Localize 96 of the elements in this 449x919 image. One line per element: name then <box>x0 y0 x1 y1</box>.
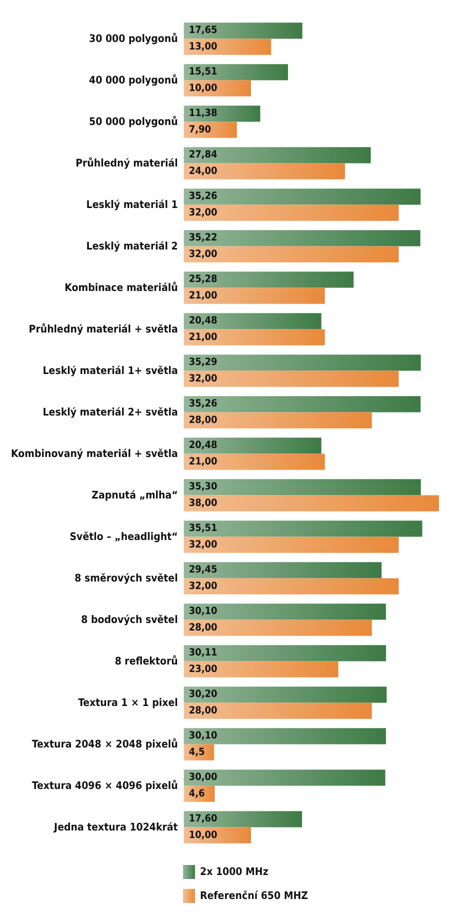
bar <box>184 520 422 537</box>
bar <box>184 147 371 164</box>
data-label: 4,5 <box>188 746 205 758</box>
data-label: 7,90 <box>188 124 212 136</box>
bar <box>184 163 345 180</box>
y-tick-label: Zapnutá „mlha“ <box>92 489 178 502</box>
data-label: 30,00 <box>188 772 218 784</box>
bar <box>184 578 399 594</box>
data-label: 13,00 <box>188 41 218 52</box>
data-label: 29,45 <box>188 564 218 576</box>
data-label: 24,00 <box>188 166 218 177</box>
data-label: 15,51 <box>188 66 218 78</box>
bar <box>184 246 399 262</box>
data-label: 32,00 <box>188 580 218 592</box>
data-label: 11,38 <box>188 108 218 120</box>
y-tick-label: Průhledný materiál + světla <box>28 322 178 336</box>
data-label: 21,00 <box>188 290 218 302</box>
bar <box>184 562 382 578</box>
data-label: 38,00 <box>188 498 218 509</box>
data-label: 28,00 <box>188 622 218 634</box>
data-label: 20,48 <box>188 316 218 327</box>
data-label: 32,00 <box>188 373 218 384</box>
bar <box>184 370 399 387</box>
y-tick-label: Kombinovaný materiál + světla <box>10 448 178 460</box>
data-label: 30,10 <box>188 606 218 618</box>
bar <box>184 272 354 288</box>
y-tick-label: 8 směrových světel <box>74 572 178 584</box>
bar <box>184 230 420 246</box>
data-label: 28,00 <box>188 705 218 716</box>
y-tick-label: Lesklý materiál 1 <box>86 198 178 211</box>
data-label: 28,00 <box>188 414 218 426</box>
y-tick-label: Jedna textura 1024krát <box>53 821 178 834</box>
y-tick-label: Textura 4096 × 4096 pixelů <box>32 778 178 792</box>
y-tick-label: Lesklý materiál 2+ světla <box>42 406 178 418</box>
y-tick-label: 40 000 polygonů <box>89 73 178 86</box>
bar <box>184 412 372 428</box>
data-label: 30,10 <box>188 730 218 742</box>
bar <box>184 438 322 454</box>
bar <box>184 22 302 39</box>
bar <box>184 288 325 304</box>
y-tick-label: Textura 1 × 1 pixel <box>78 696 178 709</box>
data-label: 32,00 <box>188 248 218 260</box>
bar <box>184 661 338 678</box>
data-label: 35,51 <box>188 523 218 534</box>
data-label: 20,48 <box>188 440 218 452</box>
data-label: 17,60 <box>188 814 218 825</box>
data-label: 35,29 <box>188 357 218 368</box>
bar <box>184 620 372 636</box>
y-tick-label: Průhledný materiál <box>76 156 178 170</box>
data-label: 35,26 <box>188 398 218 410</box>
data-label: 17,65 <box>188 25 218 36</box>
bar <box>184 204 399 221</box>
y-tick-label: Textura 2048 × 2048 pixelů <box>32 737 178 750</box>
legend-label: Referenční 650 MHZ <box>200 890 308 902</box>
data-label: 21,00 <box>188 456 218 468</box>
y-tick-label: 8 bodových světel <box>81 614 178 626</box>
data-label: 10,00 <box>188 82 218 94</box>
data-label: 25,28 <box>188 274 218 286</box>
bar <box>184 495 439 512</box>
bar <box>184 770 386 786</box>
legend-label: 2x 1000 MHz <box>200 866 269 878</box>
data-label: 35,22 <box>188 232 218 244</box>
data-label: 4,6 <box>188 788 205 800</box>
y-tick-label: Lesklý materiál 2 <box>86 240 178 252</box>
data-label: 21,00 <box>188 332 218 343</box>
bar <box>184 811 302 828</box>
bar <box>184 454 325 470</box>
bar <box>184 313 322 330</box>
y-tick-label: Kombinace materiálů <box>64 280 178 294</box>
data-label: 35,26 <box>188 191 218 202</box>
data-label: 32,00 <box>188 207 218 218</box>
y-tick-label: Světlo – „headlight“ <box>70 530 178 543</box>
bar <box>184 479 421 496</box>
bar <box>184 536 399 553</box>
y-tick-label: 30 000 polygonů <box>89 32 178 45</box>
data-label: 32,00 <box>188 539 218 550</box>
bar <box>184 106 260 122</box>
data-label: 23,00 <box>188 664 218 675</box>
data-label: 10,00 <box>188 830 218 841</box>
data-label: 35,30 <box>188 482 218 493</box>
bar <box>184 354 421 371</box>
y-tick-label: 8 reflektorů <box>114 654 178 668</box>
bar <box>184 686 387 703</box>
bar <box>184 645 386 662</box>
bar <box>184 396 421 412</box>
y-tick-label: 50 000 polygonů <box>89 114 178 128</box>
bar <box>184 702 372 719</box>
bar <box>184 188 421 205</box>
bar <box>184 64 288 80</box>
bar <box>184 329 325 346</box>
data-label: 27,84 <box>188 150 218 161</box>
bar <box>184 604 386 620</box>
data-label: 30,20 <box>188 689 218 700</box>
y-tick-label: Lesklý materiál 1+ světla <box>42 364 178 377</box>
data-label: 30,11 <box>188 648 218 659</box>
bar <box>184 728 386 744</box>
